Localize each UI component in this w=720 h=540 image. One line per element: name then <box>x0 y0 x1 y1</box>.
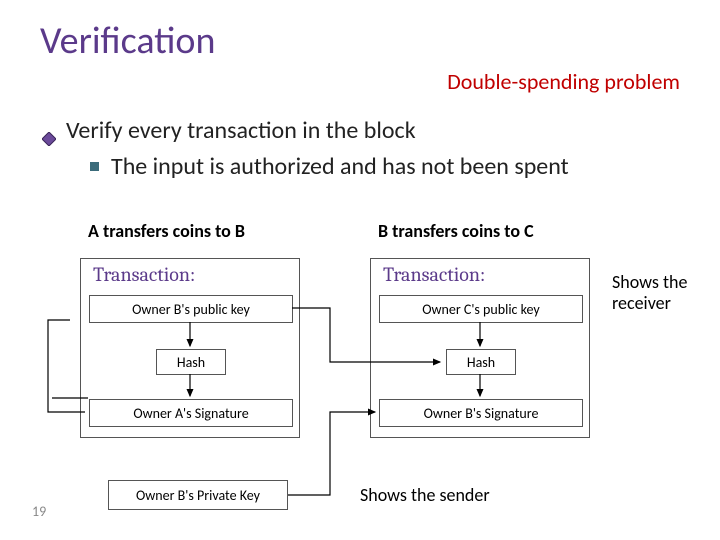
transaction-box-right: Transaction: Owner C's public key Hash O… <box>370 258 590 438</box>
private-key-box: Owner B's Private Key <box>108 480 288 510</box>
bullet-level-1: Verify every transaction in the block <box>42 116 416 145</box>
tx-right-sig-box: Owner B's Signature <box>379 399 583 427</box>
tx-right-hash-box: Hash <box>446 349 516 375</box>
note-receiver: Shows thereceiver <box>612 272 687 313</box>
tx-left-sig-box: Owner A's Signature <box>89 399 293 427</box>
tx-right-label: Transaction: <box>383 263 485 286</box>
page-title: Verification <box>40 18 215 64</box>
bullet-l2-text: The input is authorized and has not been… <box>111 152 569 181</box>
note-sender: Shows the sender <box>360 484 490 506</box>
tx-left-label: Transaction: <box>93 263 195 286</box>
left-column-heading: A transfers coins to B <box>88 220 245 242</box>
bullet-l1-text: Verify every transaction in the block <box>66 116 416 145</box>
diamond-bullet-icon <box>42 124 56 138</box>
tx-right-pubkey-box: Owner C's public key <box>379 295 583 323</box>
square-bullet-icon <box>90 162 99 171</box>
tx-left-hash-box: Hash <box>156 349 226 375</box>
tx-left-pubkey-box: Owner B's public key <box>89 295 293 323</box>
bullet-level-2: The input is authorized and has not been… <box>90 152 569 181</box>
right-column-heading: B transfers coins to C <box>378 220 534 242</box>
subtitle: Double-spending problem <box>447 68 680 95</box>
slide-number: 19 <box>32 503 46 520</box>
transaction-box-left: Transaction: Owner B's public key Hash O… <box>80 258 300 438</box>
